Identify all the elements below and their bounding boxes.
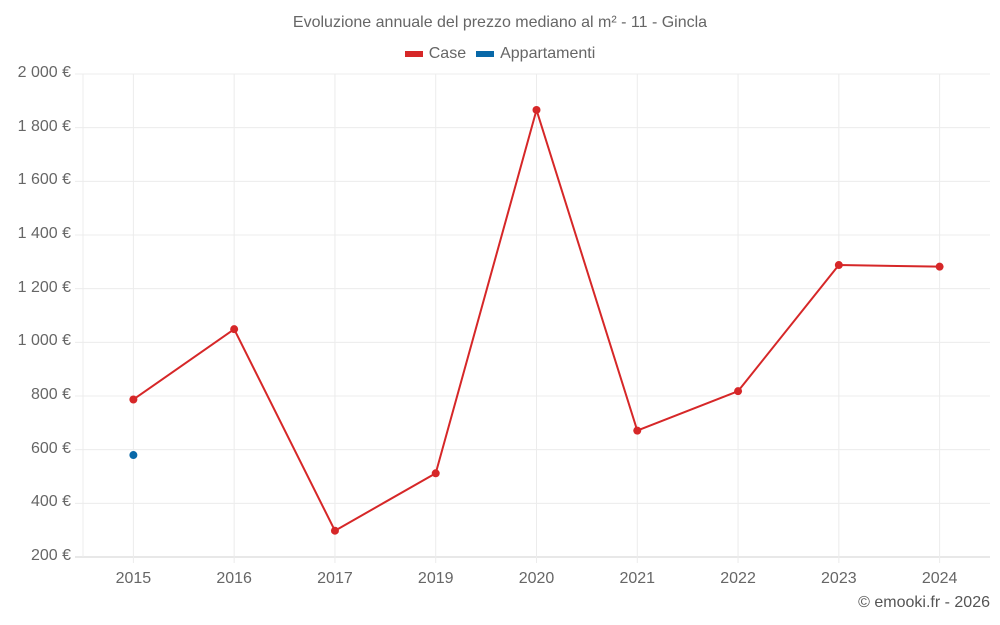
- y-tick-label: 1 600 €: [17, 171, 71, 189]
- data-point[interactable]: [532, 105, 541, 114]
- legend: Case Appartamenti: [0, 45, 1000, 63]
- data-point[interactable]: [129, 451, 138, 460]
- data-series: [129, 105, 944, 535]
- y-tick-label: 800 €: [30, 386, 71, 403]
- x-tick-label: 2021: [619, 570, 656, 587]
- y-tick-label: 600 €: [30, 439, 71, 457]
- y-tick-label: 1 200 €: [17, 278, 71, 296]
- x-tick-label: 2022: [720, 570, 756, 587]
- data-point[interactable]: [633, 426, 642, 435]
- x-tick-label: 2019: [417, 570, 454, 587]
- copyright-credit: © emooki.fr - 2026: [858, 594, 990, 611]
- y-tick-label: 2 000 €: [17, 64, 71, 81]
- y-tick-label: 400 €: [30, 493, 71, 511]
- legend-item-case[interactable]: Case: [404, 45, 467, 63]
- y-tick-label: 1 800 €: [17, 117, 71, 135]
- data-point[interactable]: [935, 262, 944, 271]
- x-tick-label: 2016: [216, 570, 252, 587]
- x-tick-label: 2023: [821, 570, 857, 587]
- data-point[interactable]: [230, 325, 239, 334]
- legend-swatch-case: [404, 51, 423, 57]
- y-tick-label: 1 400 €: [17, 225, 71, 242]
- grid-lines: [75, 73, 990, 563]
- x-tick-label: 2015: [115, 570, 152, 587]
- legend-label-case: Case: [428, 45, 467, 62]
- data-point[interactable]: [734, 387, 743, 396]
- data-point[interactable]: [129, 395, 138, 404]
- y-tick-label: 1 000 €: [17, 332, 71, 350]
- x-tick-label: 2020: [518, 570, 555, 587]
- legend-item-appartamenti[interactable]: Appartamenti: [476, 45, 595, 63]
- data-point[interactable]: [834, 261, 843, 270]
- data-point[interactable]: [431, 469, 440, 478]
- legend-swatch-appartamenti: [476, 51, 495, 57]
- x-tick-label: 2024: [921, 570, 958, 587]
- legend-label-appartamenti: Appartamenti: [500, 45, 596, 62]
- y-tick-label: 200 €: [30, 547, 71, 564]
- data-point[interactable]: [330, 526, 339, 535]
- chart-title: Evoluzione annuale del prezzo mediano al…: [292, 14, 708, 31]
- x-tick-label: 2017: [317, 570, 353, 587]
